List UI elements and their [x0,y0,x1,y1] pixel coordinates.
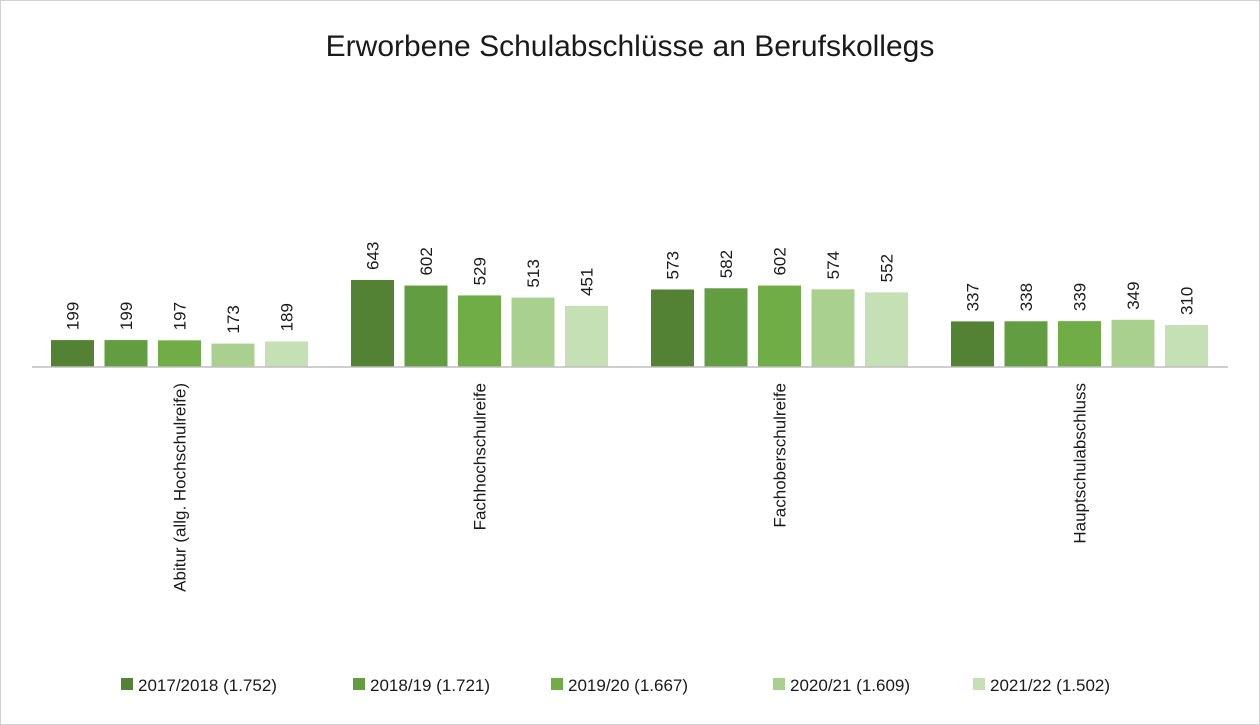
bar [404,285,448,367]
category-label: Fachhochschulreife [471,383,490,530]
data-label: 643 [364,242,383,270]
bar [651,289,694,367]
data-label: 574 [824,251,843,279]
bar [51,340,94,367]
bar [865,292,908,367]
legend-swatch [353,678,365,690]
data-label: 602 [771,247,790,275]
bar [811,289,855,367]
category-labels-group: Abitur (allg. Hochschulreife) Fachhochsch… [171,383,1090,592]
category-label: Fachoberschulreife [771,383,790,528]
data-label: 602 [417,247,436,275]
data-label: 529 [471,257,490,285]
category-label: Abitur (allg. Hochschulreife) [171,383,190,592]
bar [565,305,608,367]
data-label: 310 [1178,287,1197,315]
bar [104,340,148,367]
legend-swatch [973,678,985,690]
legend-swatch [121,678,133,690]
data-label: 199 [117,302,136,330]
data-label: 338 [1017,283,1036,311]
bar [1058,321,1101,367]
category-label: Hauptschulabschluss [1071,383,1090,544]
data-label: 552 [878,254,897,282]
data-label: 513 [524,259,543,287]
bar [458,295,501,367]
legend-label: 2017/2018 (1.752) [138,676,277,695]
data-label: 197 [171,302,190,330]
chart-title: Erworbene Schulabschlüsse an Berufskolle… [326,30,935,63]
bar [951,321,994,367]
bars-group [51,280,1208,367]
legend-swatch [773,678,785,690]
data-label: 339 [1071,283,1090,311]
bar [704,288,748,367]
legend-label: 2020/21 (1.609) [790,676,910,695]
bar [511,297,555,367]
bar [1004,321,1048,367]
bar [758,285,801,367]
legend: 2017/2018 (1.752) 2018/19 (1.721) 2019/20 … [121,676,1110,695]
legend-label: 2021/22 (1.502) [990,676,1110,695]
data-label: 173 [224,305,243,333]
data-label: 199 [64,302,83,330]
data-label: 337 [964,283,983,311]
data-label: 573 [664,251,683,279]
legend-label: 2018/19 (1.721) [370,676,490,695]
bar [1165,325,1208,367]
bar [1111,319,1155,367]
bar [265,341,308,367]
legend-label: 2019/20 (1.667) [568,676,688,695]
data-label: 349 [1124,281,1143,309]
data-label: 451 [578,268,597,296]
bar [211,343,255,367]
data-labels-group: 199 199 197 173 189 643 602 529 513 451 573 582 602 5… [64,242,1197,334]
legend-swatch [551,678,563,690]
bar [351,280,394,367]
data-label: 189 [278,303,297,331]
data-label: 582 [717,250,736,278]
bar [158,340,201,367]
